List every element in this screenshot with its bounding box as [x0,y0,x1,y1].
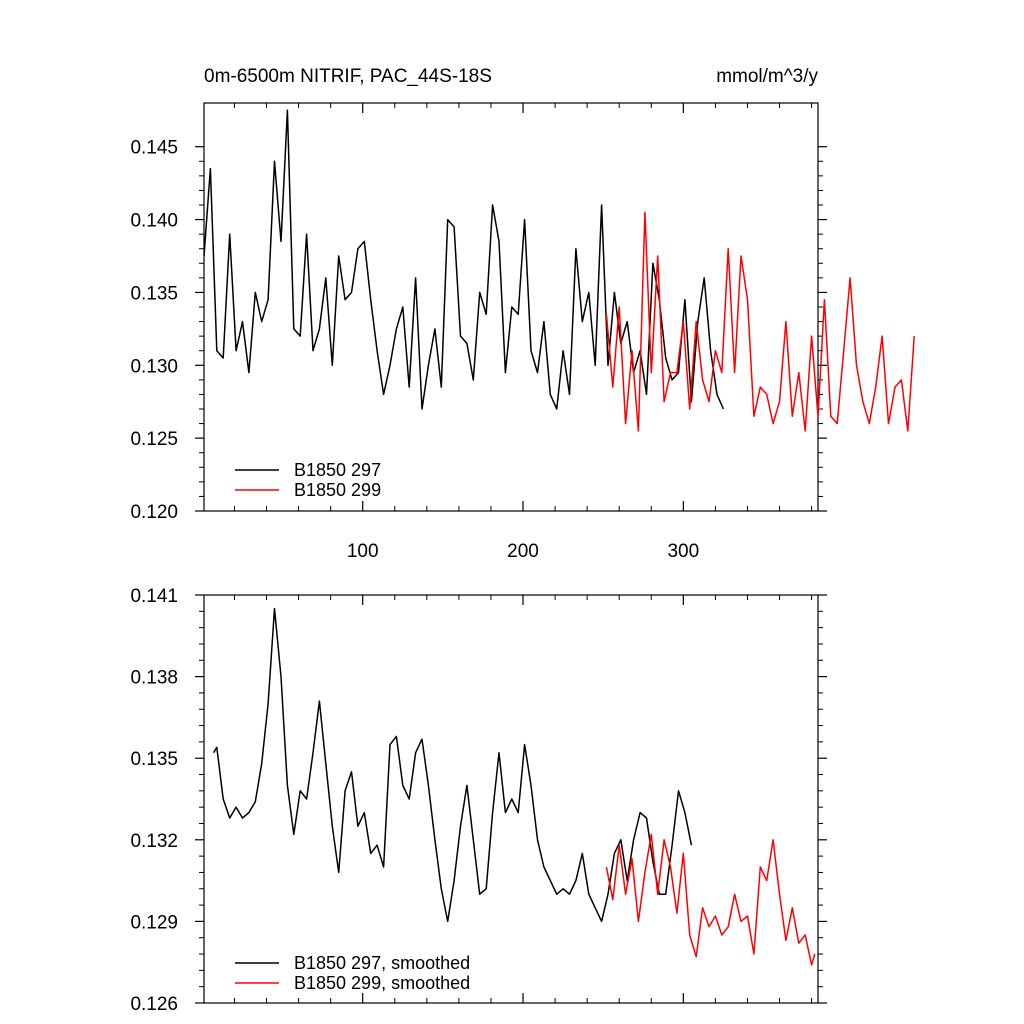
series-line-b1850-297 [203,109,725,410]
y-tick-label: 0.132 [130,831,178,852]
y-tick-label: 0.135 [130,283,178,304]
bottom-series-lines [212,607,816,966]
y-tick-label: 0.141 [130,586,178,607]
x-tick-label: 100 [347,541,379,562]
top-panel-units: mmol/m^3/y [716,66,818,87]
bottom-legend: B1850 297, smoothed B1850 299, smoothed [235,953,470,993]
y-tick-label: 0.130 [130,356,178,377]
top-legend: B1850 297 B1850 299 [235,460,381,500]
top-panel-title: 0m-6500m NITRIF, PAC_44S-18S [204,66,492,87]
bottom-axes: 0.126 0.129 0.132 0.135 0.138 0.141 [130,586,827,1015]
top-panel: 0m-6500m NITRIF, PAC_44S-18S mmol/m^3/y … [130,66,915,562]
y-tick-label: 0.120 [130,502,178,523]
legend-label-b1850-297-smoothed: B1850 297, smoothed [294,953,470,973]
top-series-lines [203,109,915,432]
y-tick-label: 0.129 [130,912,178,933]
series-line-b1850-299 [605,211,915,432]
y-tick-label: 0.145 [130,138,178,159]
legend-label-b1850-297: B1850 297 [294,460,381,480]
series-line-b1850-299-smoothed [605,833,816,966]
y-tick-label: 0.126 [130,994,178,1015]
top-axes: 0.120 0.125 0.130 0.135 0.140 0.145 100 200 300 [130,103,827,562]
bottom-panel: 0.126 0.129 0.132 0.135 0.138 0.141 B1850 297… [130,586,827,1015]
legend-label-b1850-299-smoothed: B1850 299, smoothed [294,973,470,993]
legend-label-b1850-299: B1850 299 [294,480,381,500]
y-tick-label: 0.125 [130,429,178,450]
x-tick-label: 300 [667,541,699,562]
bottom-plot-frame [203,594,819,1004]
series-line-b1850-297-smoothed [212,607,693,923]
y-tick-label: 0.135 [130,749,178,770]
x-tick-label: 200 [507,541,539,562]
y-tick-label: 0.138 [130,668,178,689]
y-tick-label: 0.140 [130,211,178,232]
